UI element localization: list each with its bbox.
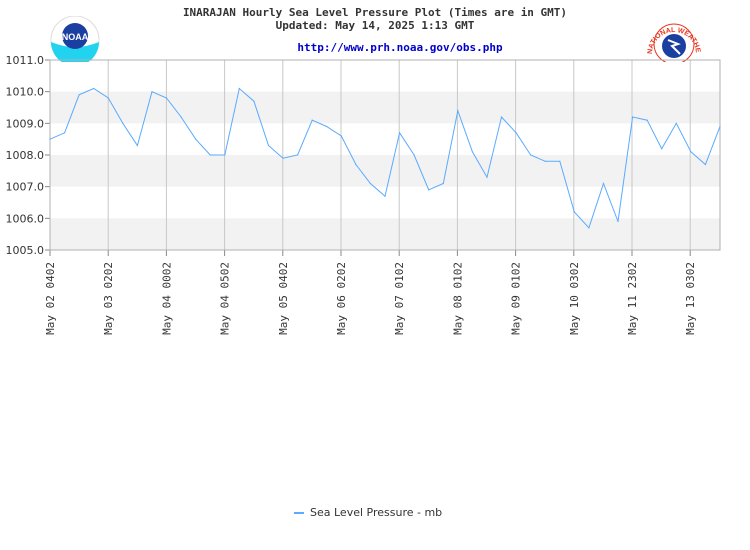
data-point	[398, 132, 401, 134]
y-tick-label: 1006.0	[6, 212, 45, 225]
data-point	[500, 116, 503, 118]
data-point	[632, 116, 634, 118]
data-point	[457, 110, 459, 112]
data-point	[340, 135, 342, 137]
data-point	[588, 227, 590, 229]
data-point	[617, 220, 619, 223]
data-point	[195, 138, 197, 140]
data-point	[646, 119, 648, 121]
data-point	[471, 151, 473, 153]
data-point	[719, 125, 721, 128]
x-tick-label: May 13 0302	[684, 262, 697, 335]
x-tick-label: May 05 0402	[277, 262, 290, 335]
data-point	[326, 125, 328, 128]
data-point	[442, 182, 444, 185]
data-point	[675, 122, 677, 124]
y-tick-label: 1005.0	[6, 244, 45, 257]
data-point	[602, 182, 605, 185]
data-point	[282, 157, 284, 159]
data-point	[165, 97, 168, 99]
x-tick-label: May 02 0402	[44, 262, 57, 335]
legend-label: Sea Level Pressure - mb	[310, 506, 443, 519]
data-point	[384, 195, 386, 197]
data-point	[559, 160, 561, 162]
data-point	[311, 119, 313, 121]
data-point	[93, 87, 95, 90]
y-tick-label: 1008.0	[6, 149, 45, 162]
data-point	[107, 97, 109, 99]
chart-title: INARAJAN Hourly Sea Level Pressure Plot …	[182, 6, 568, 19]
data-point	[690, 151, 692, 153]
obs-link[interactable]: http://www.prh.noaa.gov/obs.php	[297, 41, 503, 54]
y-tick-label: 1010.0	[6, 86, 45, 99]
data-point	[136, 144, 138, 147]
data-point	[428, 189, 430, 191]
data-point	[253, 100, 255, 102]
data-point	[49, 138, 51, 140]
data-point	[267, 144, 270, 147]
legend-swatch	[294, 512, 304, 514]
y-tick-label: 1009.0	[6, 117, 45, 130]
data-point	[413, 154, 415, 156]
x-tick-label: May 10 0302	[568, 262, 581, 335]
x-tick-label: May 07 0102	[393, 262, 406, 335]
noaa-logo-icon: NOAA	[50, 16, 100, 62]
data-point	[151, 91, 153, 93]
data-point	[297, 154, 299, 156]
data-point	[63, 132, 66, 134]
data-point	[122, 122, 124, 124]
data-point	[486, 176, 488, 178]
x-tick-label: May 04 0002	[160, 262, 173, 335]
data-point	[515, 132, 517, 134]
data-point	[78, 94, 80, 96]
x-tick-label: May 11 2302	[626, 262, 639, 335]
data-point	[180, 116, 182, 118]
y-tick-label: 1011.0	[6, 54, 45, 67]
nws-logo-icon: NATIONAL WEATHER SERVICE	[644, 14, 701, 62]
x-tick-label: May 09 0102	[510, 262, 523, 335]
data-point	[224, 154, 226, 156]
data-point	[530, 154, 532, 156]
x-tick-label: May 06 0202	[335, 262, 348, 335]
x-tick-label: May 03 0202	[102, 262, 115, 335]
data-point	[238, 87, 240, 90]
plot-band	[50, 91, 720, 124]
x-tick-label: May 08 0102	[451, 262, 464, 335]
data-point	[704, 163, 707, 166]
data-point	[544, 160, 546, 162]
chart-updated-time: Updated: May 14, 2025 1:13 GMT	[275, 19, 475, 32]
data-point	[355, 163, 357, 166]
data-point	[369, 182, 372, 185]
plot-band	[50, 218, 720, 250]
plot-border	[49, 59, 721, 251]
legend: Sea Level Pressure - mb	[294, 506, 442, 519]
data-point	[209, 154, 211, 156]
x-tick-label: May 04 0502	[219, 262, 232, 335]
data-point	[573, 211, 575, 213]
y-tick-label: 1007.0	[6, 181, 45, 194]
plot-band	[50, 155, 720, 187]
data-point	[661, 148, 663, 150]
noaa-logo-text: NOAA	[62, 32, 89, 42]
